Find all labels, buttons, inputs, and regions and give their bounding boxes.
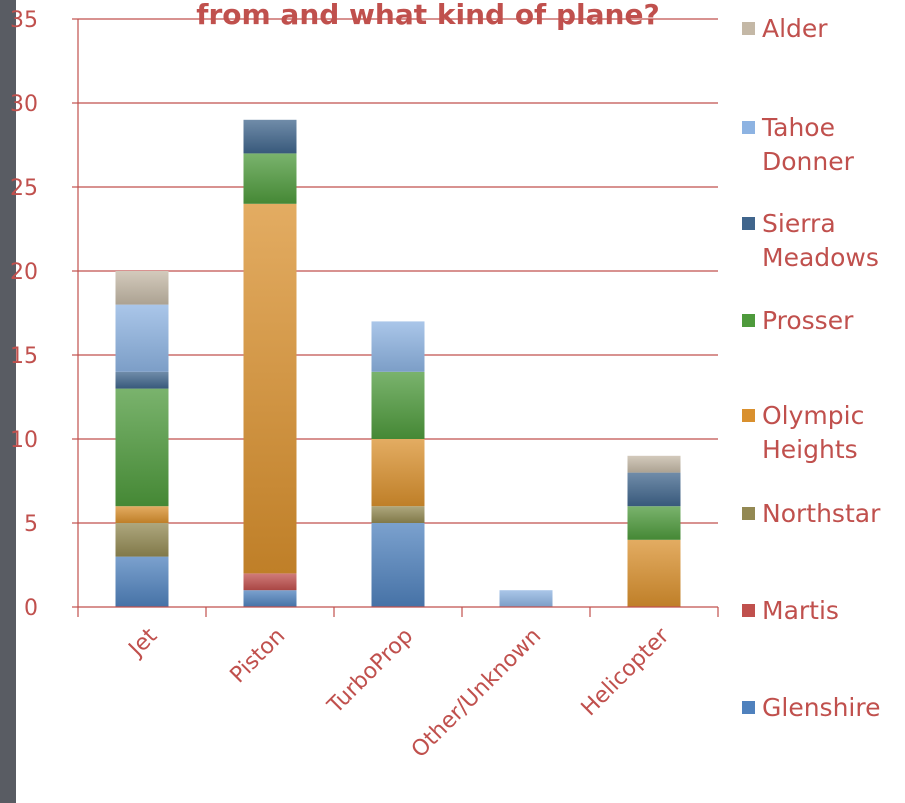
bar-segment-jet-alder	[115, 271, 169, 305]
x-category-label: Other/Unknown	[407, 624, 546, 763]
x-category-label: Helicopter	[577, 623, 675, 721]
legend-label: Glenshire	[762, 693, 880, 722]
legend-label: Tahoe Donner	[761, 113, 855, 176]
bar-segment-turboprop-prosser	[371, 371, 425, 439]
bar-segment-jet-glenshire	[115, 556, 169, 607]
bar-segment-turboprop-tahoe-donner	[371, 321, 425, 372]
bar-segment-helicopter-alder	[627, 455, 681, 473]
legend-label: Olympic Heights	[762, 401, 864, 464]
bar-segment-jet-tahoe-donner	[115, 304, 169, 372]
legend-label: Northstar	[762, 499, 881, 528]
legend-swatch	[742, 507, 755, 520]
bar-segment-jet-northstar	[115, 523, 169, 557]
bar-segment-helicopter-sierra-meadows	[627, 472, 681, 507]
y-tick-label: 20	[10, 260, 38, 285]
bar-segment-jet-sierra-meadows	[115, 371, 169, 389]
bar-segment-piston-sierra-meadows	[243, 119, 297, 154]
bar-segment-helicopter-olympic-heights	[627, 539, 681, 607]
y-tick-label: 15	[10, 344, 38, 369]
legend-swatch	[742, 121, 755, 134]
bars	[115, 119, 681, 607]
bar-segment-turboprop-glenshire	[371, 523, 425, 607]
bar-segment-turboprop-northstar	[371, 506, 425, 523]
bar-segment-piston-martis	[243, 573, 297, 591]
x-category-label: TurboProp	[323, 624, 419, 720]
y-tick-label: 0	[24, 596, 38, 621]
y-tick-label: 30	[10, 92, 38, 117]
legend-swatch	[742, 217, 755, 230]
y-tick-label: 10	[10, 428, 38, 453]
legend-label: Alder	[762, 14, 828, 43]
bar-segment-helicopter-prosser	[627, 506, 681, 540]
bar-segment-other-unknown-tahoe-donner	[499, 590, 553, 607]
x-category-label: Piston	[226, 624, 291, 689]
legend-label: Prosser	[762, 306, 854, 335]
legend-swatch	[742, 701, 755, 714]
legend-swatch	[742, 409, 755, 422]
left-edge-strip	[0, 0, 16, 803]
legend-swatch	[742, 22, 755, 35]
y-tick-label: 25	[10, 176, 38, 201]
bar-segment-jet-olympic-heights	[115, 506, 169, 523]
legend-swatch	[742, 314, 755, 327]
bar-segment-turboprop-olympic-heights	[371, 439, 425, 507]
bar-segment-piston-glenshire	[243, 590, 297, 607]
y-tick-label: 5	[24, 512, 38, 537]
bar-segment-jet-prosser	[115, 388, 169, 507]
x-category-label: Jet	[123, 623, 163, 663]
legend: Alder Tahoe Donner Sierra Meadows Prosser Olym…	[742, 14, 881, 722]
bar-segment-piston-olympic-heights	[243, 203, 297, 574]
y-tick-label: 35	[10, 8, 38, 33]
legend-label: Martis	[762, 596, 839, 625]
legend-swatch	[742, 604, 755, 617]
bar-segment-piston-prosser	[243, 153, 297, 204]
legend-label: Sierra Meadows	[762, 209, 879, 272]
chart-title: from and what kind of plane?	[196, 0, 659, 31]
